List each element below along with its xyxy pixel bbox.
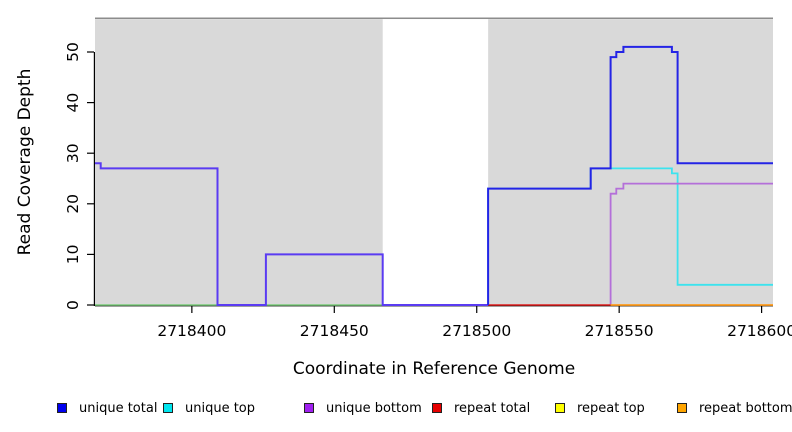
series-unique-total-line — [487, 45, 773, 305]
series-unique-total-and-bottom-left-overlap-line — [95, 162, 489, 306]
x-axis-title: Coordinate in Reference Genome — [293, 359, 575, 379]
x-tick-label: 2718600 — [727, 322, 792, 340]
y-tick-label: 20 — [64, 194, 82, 214]
y-tick-label: 10 — [64, 245, 82, 265]
y-tick-label: 30 — [64, 143, 82, 163]
y-tick-label: 40 — [64, 93, 82, 113]
x-tick-label: 2718550 — [585, 322, 654, 340]
x-tick-label: 2718500 — [442, 322, 511, 340]
y-axis-title: Read Coverage Depth — [15, 69, 35, 256]
x-tick-label: 2718400 — [157, 322, 226, 340]
y-tick-label: 0 — [64, 300, 82, 310]
y-tick-label: 50 — [64, 42, 82, 62]
series-unique-bottom-line — [609, 182, 773, 305]
alignment-gap-band — [382, 19, 489, 306]
x-tick-label: 2718450 — [300, 322, 369, 340]
